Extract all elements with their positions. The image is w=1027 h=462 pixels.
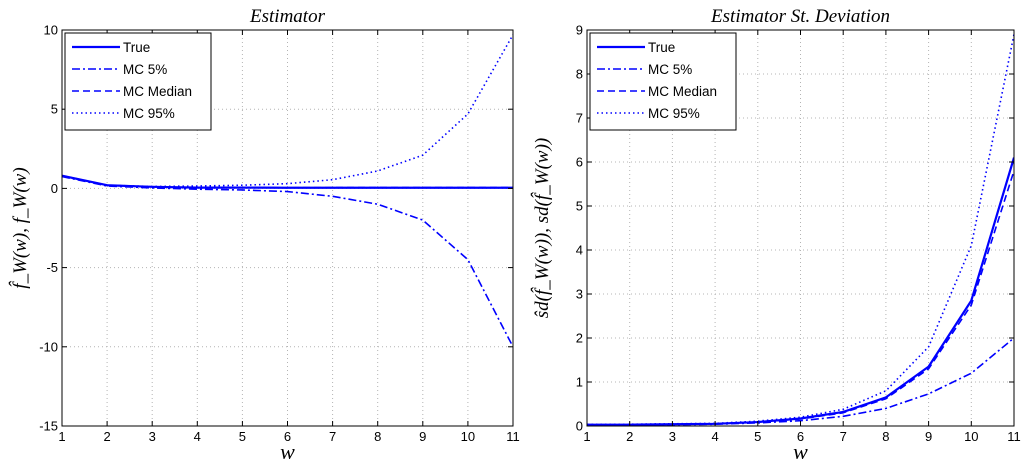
x-tick-label: 4: [711, 429, 718, 444]
legend-label: True: [123, 40, 150, 55]
y-tick-label: 3: [576, 287, 583, 302]
x-tick-label: 10: [461, 429, 475, 444]
y-tick-label: 9: [576, 23, 583, 38]
y-tick-label: 8: [576, 67, 583, 82]
x-tick-label: 6: [797, 429, 804, 444]
x-tick-label: 3: [149, 429, 156, 444]
x-tick-label: 7: [329, 429, 336, 444]
x-tick-label: 1: [58, 429, 65, 444]
y-tick-label: -10: [39, 339, 58, 354]
x-axis-label: w: [793, 439, 808, 462]
x-axis-label: w: [280, 439, 295, 462]
y-tick-label: 7: [576, 111, 583, 126]
legend-label: MC 95%: [123, 106, 175, 121]
legend-label: MC 5%: [123, 62, 167, 77]
x-tick-label: 9: [925, 429, 932, 444]
y-tick-label: 2: [576, 331, 583, 346]
legend: True MC 5% MC Median MC 95%: [64, 32, 212, 131]
legend-label: MC Median: [123, 84, 192, 99]
y-tick-label: -5: [46, 260, 58, 275]
y-tick-label: 0: [576, 419, 583, 434]
y-tick-label: 0: [51, 181, 58, 196]
legend-label: MC 95%: [648, 106, 700, 121]
chart-title: Estimator St. Deviation: [710, 6, 890, 27]
y-tick-label: 5: [51, 102, 58, 117]
y-axis-label: f̂_W(w), f_W(w): [9, 167, 31, 288]
x-tick-label: 1: [583, 429, 590, 444]
y-tick-label: -15: [39, 419, 58, 434]
x-tick-label: 11: [506, 429, 520, 444]
legend-box: [64, 32, 212, 131]
series-line-mc-95: [587, 34, 1014, 426]
x-tick-label: 9: [419, 429, 426, 444]
x-tick-label: 5: [754, 429, 761, 444]
y-tick-label: 1: [576, 375, 583, 390]
legend: True MC 5% MC Median MC 95%: [589, 32, 737, 131]
x-tick-label: 10: [964, 429, 978, 444]
chart-panel-1: 1 2 3 4 5 6 7 8 9 10 11 -15 -10 -5 0 5 10 Estimator w f̂_W(…: [9, 6, 520, 462]
y-tick-label: 4: [576, 243, 583, 258]
x-tick-label: 2: [626, 429, 633, 444]
x-tick-label: 7: [840, 429, 847, 444]
y-tick-label: 6: [576, 155, 583, 170]
y-tick-label: 5: [576, 199, 583, 214]
x-tick-label: 8: [882, 429, 889, 444]
x-tick-label: 5: [239, 429, 246, 444]
series-group: [587, 34, 1014, 426]
chart-title: Estimator: [249, 6, 326, 27]
x-tick-label: 4: [194, 429, 201, 444]
legend-label: True: [648, 40, 675, 55]
legend-label: MC Median: [648, 84, 717, 99]
x-tick-label: 6: [284, 429, 291, 444]
legend-label: MC 5%: [648, 62, 692, 77]
y-axis-label: ŝd(f̂_W(w)), sd(f̂_W(w)): [531, 138, 553, 318]
series-line-mc-median: [587, 170, 1014, 426]
legend-box: [589, 32, 737, 131]
series-line-mc-median: [62, 174, 513, 189]
x-tick-label: 3: [669, 429, 676, 444]
x-tick-label: 8: [374, 429, 381, 444]
series-group: [62, 34, 513, 348]
series-line-mc-5: [62, 175, 513, 348]
x-tick-label: 11: [1007, 429, 1021, 444]
x-tick-label: 2: [103, 429, 110, 444]
y-tick-label: 10: [44, 23, 58, 38]
